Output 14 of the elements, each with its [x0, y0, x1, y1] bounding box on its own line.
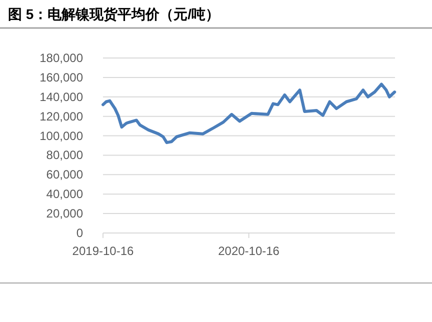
- y-tick-label: 0: [76, 226, 84, 240]
- y-tick-label: 100,000: [40, 128, 84, 143]
- y-tick-label: 60,000: [46, 168, 84, 182]
- y-tick-label: 140,000: [40, 90, 84, 104]
- line-series: [102, 82, 396, 144]
- x-tick-label: 2019-10-16: [72, 244, 134, 258]
- y-tick-label: 120,000: [40, 109, 84, 124]
- y-tick-label: 40,000: [46, 187, 84, 202]
- chart-title: 图 5：电解镍现货平均价（元/吨）: [8, 6, 220, 22]
- y-tick-label: 160,000: [40, 70, 84, 84]
- x-tick-label: 2020-10-16: [218, 244, 280, 258]
- y-tick-label: 80,000: [46, 148, 84, 162]
- y-tick-label: 180,000: [40, 51, 84, 65]
- y-tick-label: 20,000: [46, 206, 84, 221]
